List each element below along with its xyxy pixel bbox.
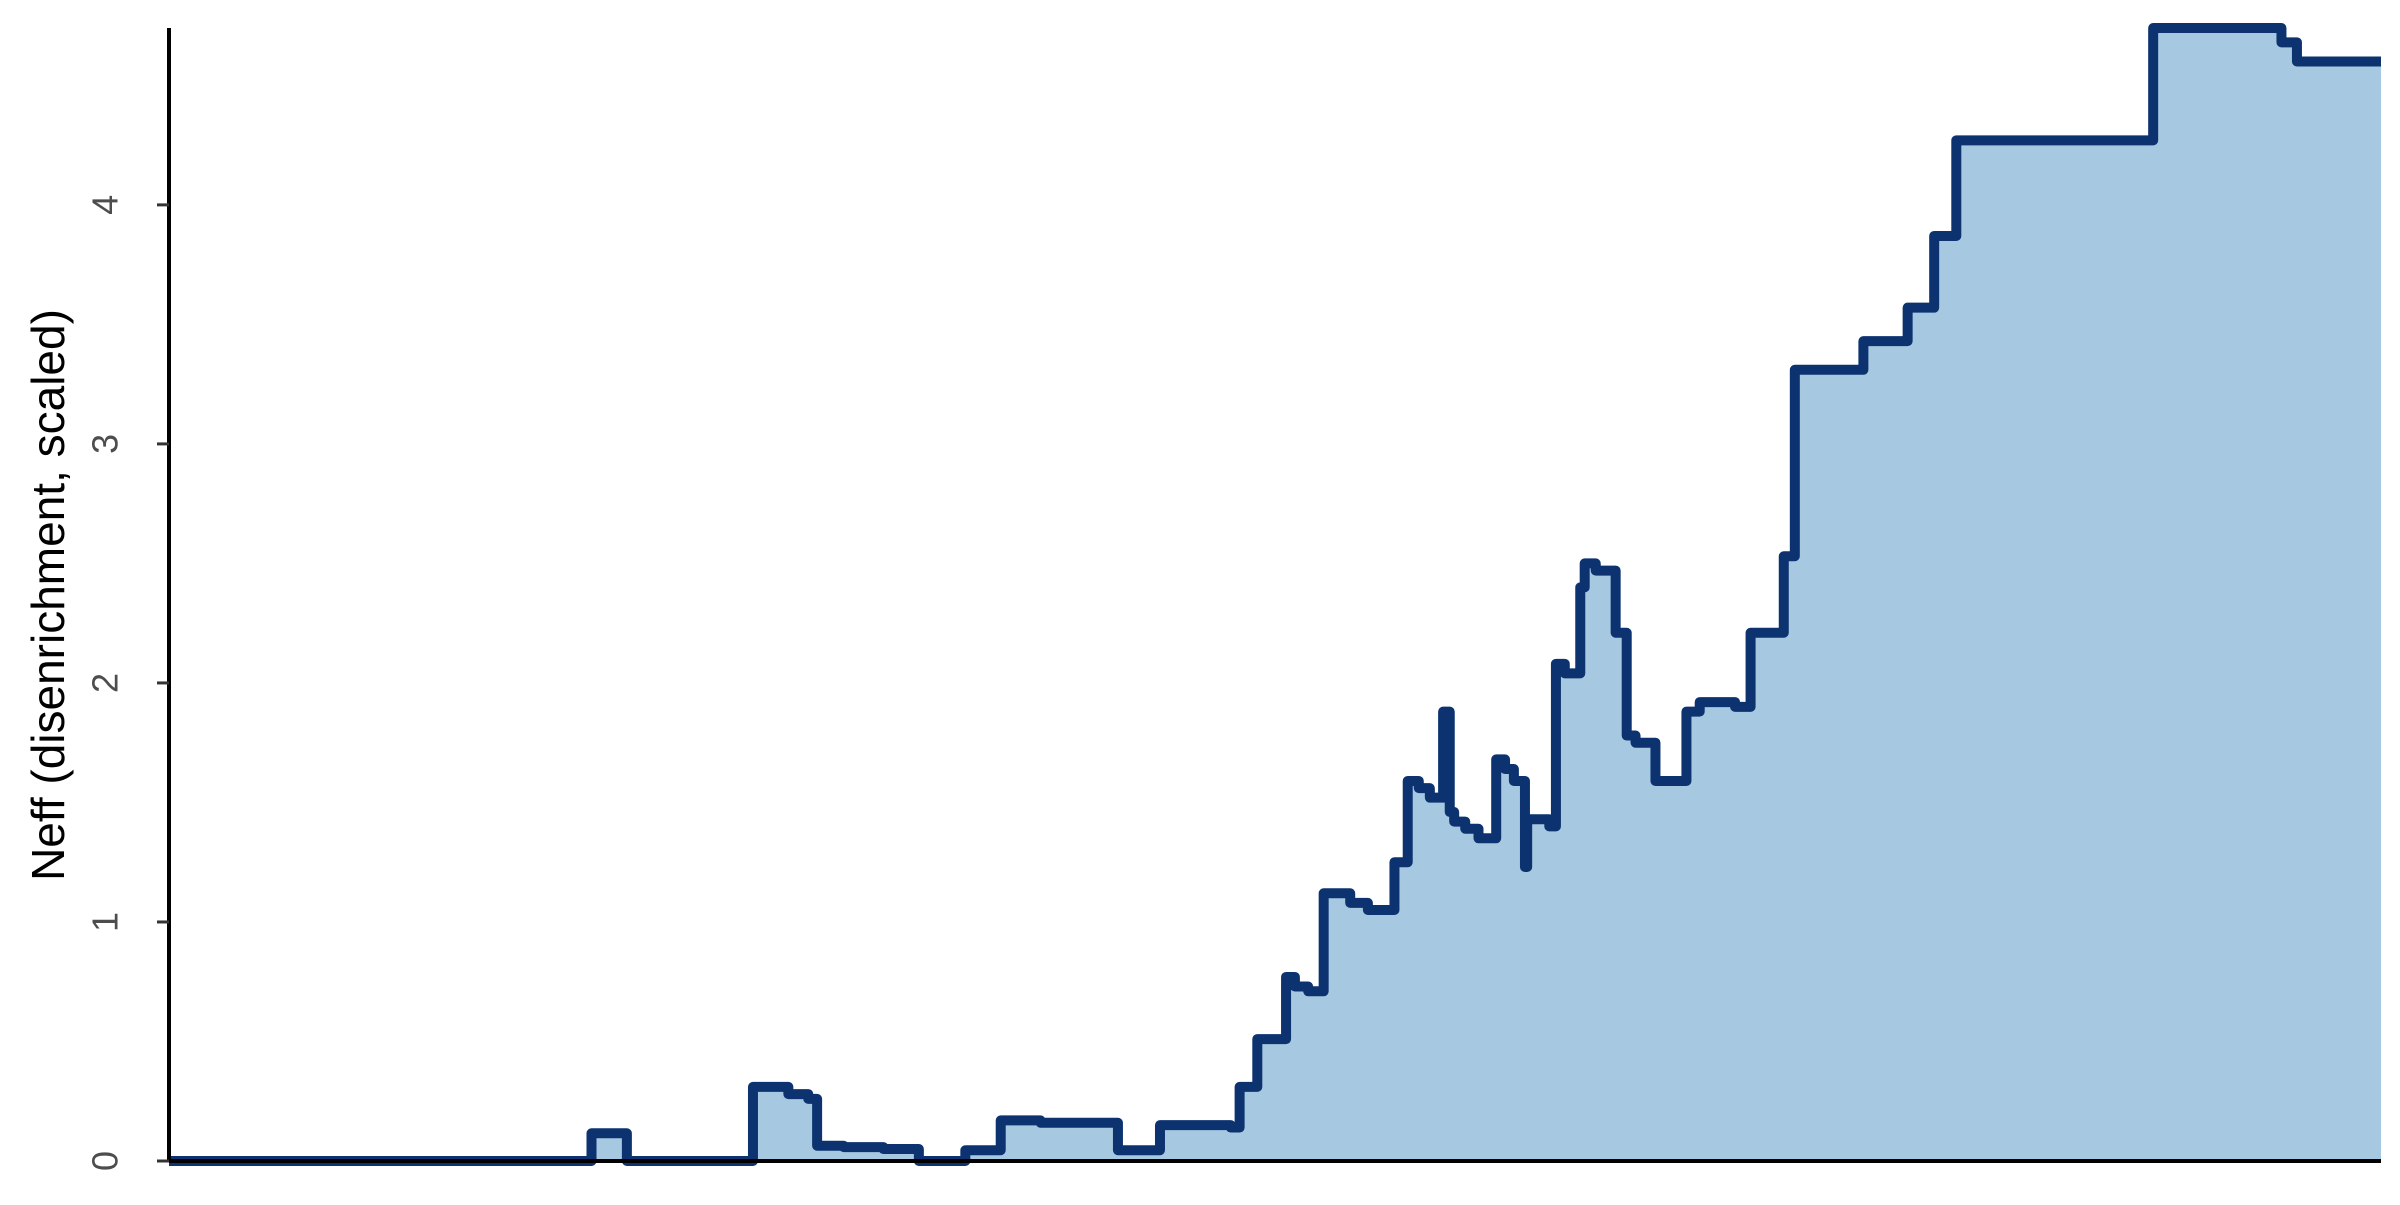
y-tick-label: 3 xyxy=(85,434,126,454)
y-tick-label: 2 xyxy=(85,673,126,693)
y-tick-label: 0 xyxy=(85,1151,126,1171)
y-tick-label: 1 xyxy=(85,912,126,932)
y-tick-label: 4 xyxy=(85,195,126,215)
y-axis-title: Neff (disenrichment, scaled) xyxy=(22,309,74,881)
line xyxy=(169,23,2381,1166)
area xyxy=(169,28,2381,1161)
